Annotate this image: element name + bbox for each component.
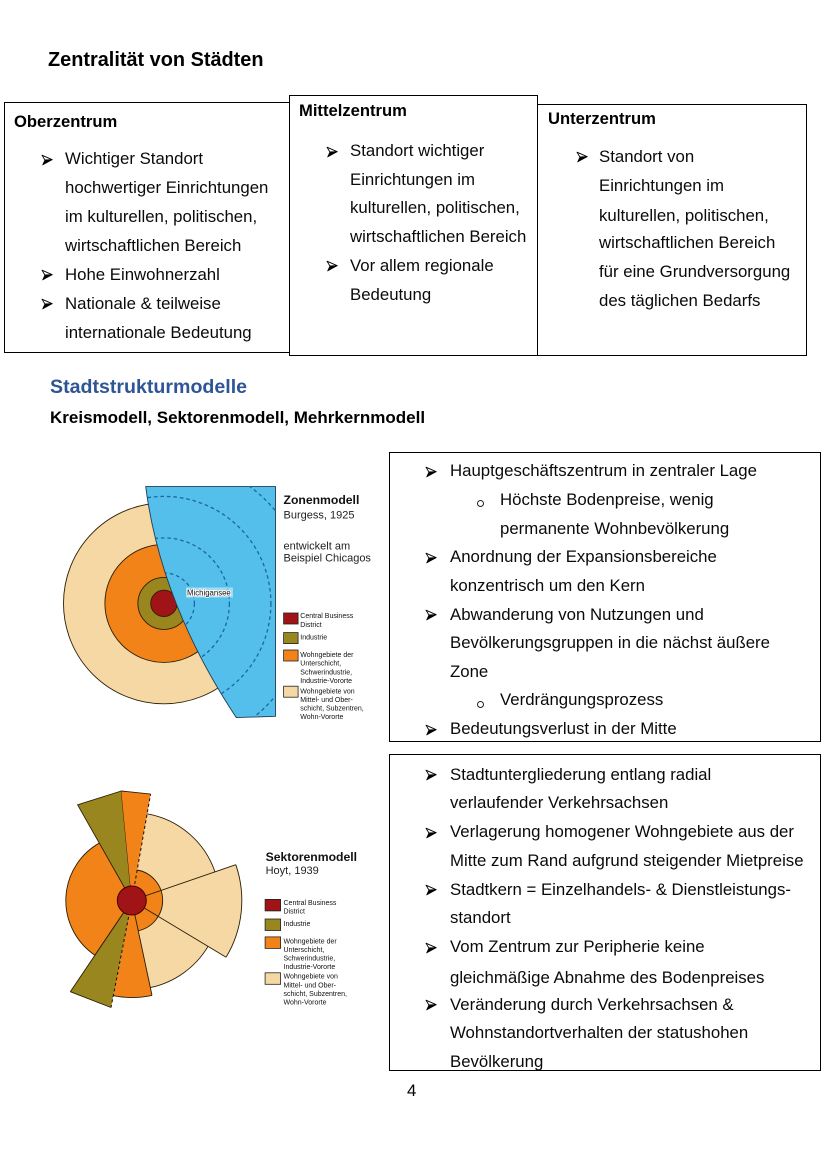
svg-text:Mittel- und Ober-: Mittel- und Ober- bbox=[300, 697, 353, 704]
svg-text:Burgess, 1925: Burgess, 1925 bbox=[284, 509, 355, 521]
svg-text:Hoyt, 1939: Hoyt, 1939 bbox=[266, 865, 319, 877]
svg-text:Sektorenmodell: Sektorenmodell bbox=[266, 850, 357, 864]
svg-text:Industrie: Industrie bbox=[284, 921, 311, 928]
svg-text:District: District bbox=[300, 622, 321, 629]
svg-text:Central Business: Central Business bbox=[300, 613, 353, 620]
svg-text:Schwerindustrie,: Schwerindustrie, bbox=[300, 669, 352, 676]
svg-text:Industrie: Industrie bbox=[300, 635, 327, 642]
svg-text:schicht, Subzentren,: schicht, Subzentren, bbox=[284, 991, 347, 998]
svg-text:Industrie-Vororte: Industrie-Vororte bbox=[284, 964, 336, 971]
svg-text:Central Business: Central Business bbox=[284, 900, 337, 907]
svg-text:Mittel- und Ober-: Mittel- und Ober- bbox=[284, 982, 337, 989]
svg-text:Wohngebiete von: Wohngebiete von bbox=[300, 688, 354, 695]
svg-text:Beispiel Chicagos: Beispiel Chicagos bbox=[284, 552, 372, 564]
svg-text:Wohn-Vororte: Wohn-Vororte bbox=[284, 1000, 327, 1007]
svg-text:District: District bbox=[284, 908, 305, 915]
svg-text:Wohngebiete der: Wohngebiete der bbox=[300, 652, 354, 659]
svg-text:Wohngebiete von: Wohngebiete von bbox=[284, 974, 338, 981]
svg-text:Wohngebiete der: Wohngebiete der bbox=[284, 938, 338, 945]
svg-text:Zonenmodell: Zonenmodell bbox=[284, 493, 360, 507]
svg-text:schicht, Subzentren,: schicht, Subzentren, bbox=[300, 706, 363, 713]
svg-text:Schwerindustrie,: Schwerindustrie, bbox=[284, 956, 336, 963]
svg-text:Industrie-Vororte: Industrie-Vororte bbox=[300, 678, 352, 685]
svg-text:Wohn-Vororte: Wohn-Vororte bbox=[300, 714, 343, 721]
svg-text:entwickelt am: entwickelt am bbox=[284, 541, 351, 553]
svg-text:Unterschicht,: Unterschicht, bbox=[284, 947, 325, 954]
svg-text:Unterschicht,: Unterschicht, bbox=[300, 661, 341, 668]
svg-text:Michigansee: Michigansee bbox=[187, 589, 231, 598]
